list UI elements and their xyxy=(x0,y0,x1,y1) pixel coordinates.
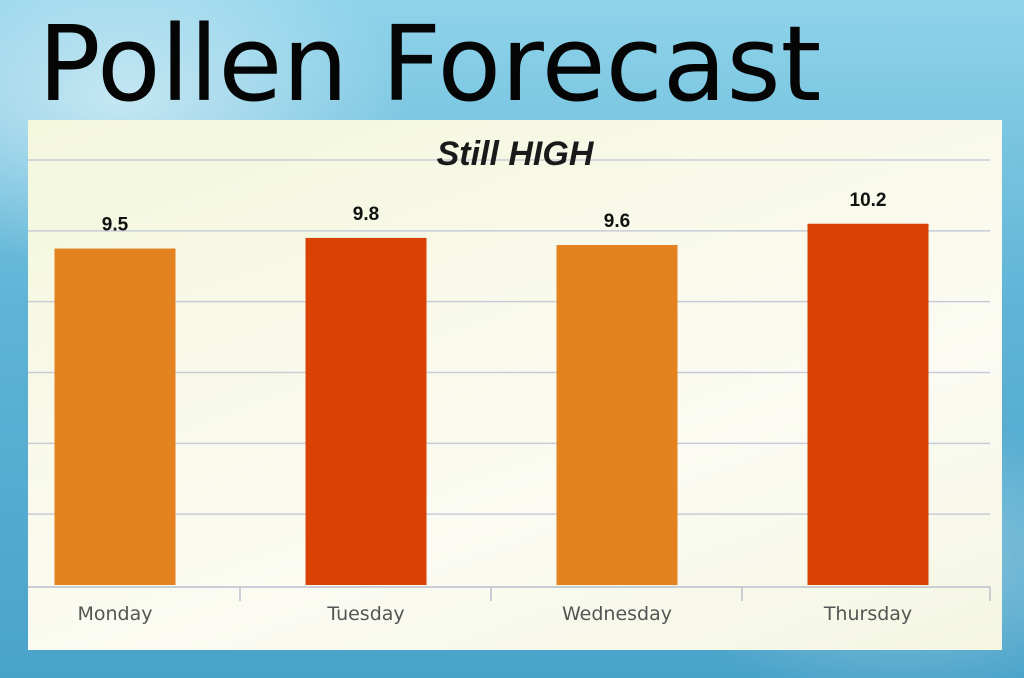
tick-label: Monday xyxy=(77,603,152,625)
bar-tuesday xyxy=(305,237,427,585)
tick-label: Thursday xyxy=(823,603,912,625)
value-labels: 9.5 9.8 9.6 10.2 xyxy=(102,190,887,236)
gridlines xyxy=(28,159,990,515)
tick-label: Wednesday xyxy=(562,603,672,625)
bar-monday xyxy=(54,248,176,585)
bar-thursday xyxy=(807,223,929,585)
page-title: Pollen Forecast xyxy=(38,3,822,125)
chart-title: Still HIGH xyxy=(436,135,594,173)
bars xyxy=(54,223,929,585)
chart-panel: Monday Tuesday Wednesday Thursday 9.5 9.8 9.6… xyxy=(28,120,1002,650)
bar-wednesday xyxy=(556,245,678,585)
tick-label: Tuesday xyxy=(326,603,404,625)
x-axis: Monday Tuesday Wednesday Thursday xyxy=(28,586,991,625)
bar-chart: Monday Tuesday Wednesday Thursday 9.5 9.8 9.6… xyxy=(28,159,991,625)
value-label: 10.2 xyxy=(850,190,887,211)
value-label: 9.6 xyxy=(604,211,630,232)
value-label: 9.8 xyxy=(353,204,379,225)
value-label: 9.5 xyxy=(102,215,129,236)
